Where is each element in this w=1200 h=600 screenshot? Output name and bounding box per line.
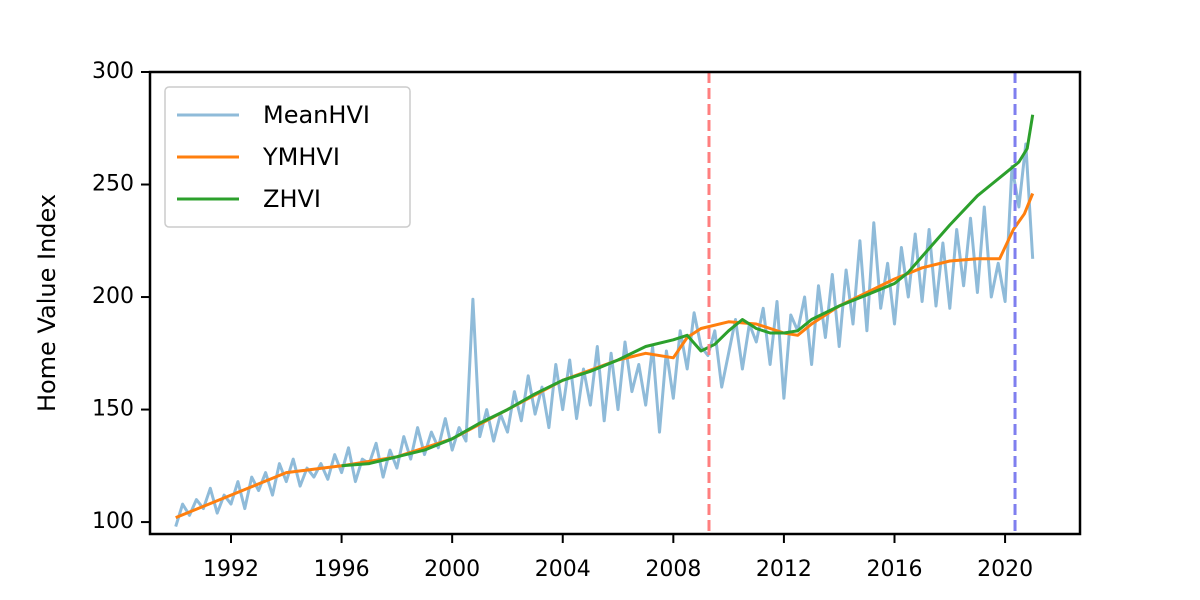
legend-box	[164, 86, 411, 228]
legend-label: ZHVI	[263, 185, 321, 213]
x-tick-label: 1992	[203, 557, 259, 582]
line-series	[341, 114, 1035, 468]
y-tick-label: 150	[92, 397, 134, 422]
y-tick-label: 100	[92, 509, 134, 534]
x-tick-label: 2020	[977, 557, 1033, 582]
x-tick-label: 2004	[535, 557, 591, 582]
x-tick-label: 2000	[424, 557, 480, 582]
legend-label: YMHVI	[262, 143, 340, 171]
legend-label: MeanHVI	[263, 101, 370, 129]
y-tick-label: 250	[92, 172, 134, 197]
y-axis-label: Home Value Index	[33, 194, 61, 412]
line-series	[175, 192, 1035, 519]
x-tick-label: 2012	[756, 557, 812, 582]
x-tick-label: 1996	[314, 557, 370, 582]
x-tick-label: 2016	[866, 557, 922, 582]
y-tick-label: 200	[92, 284, 134, 309]
plot-frame	[148, 70, 1082, 536]
x-tick-label: 2008	[645, 557, 701, 582]
y-tick-label: 300	[92, 59, 134, 84]
